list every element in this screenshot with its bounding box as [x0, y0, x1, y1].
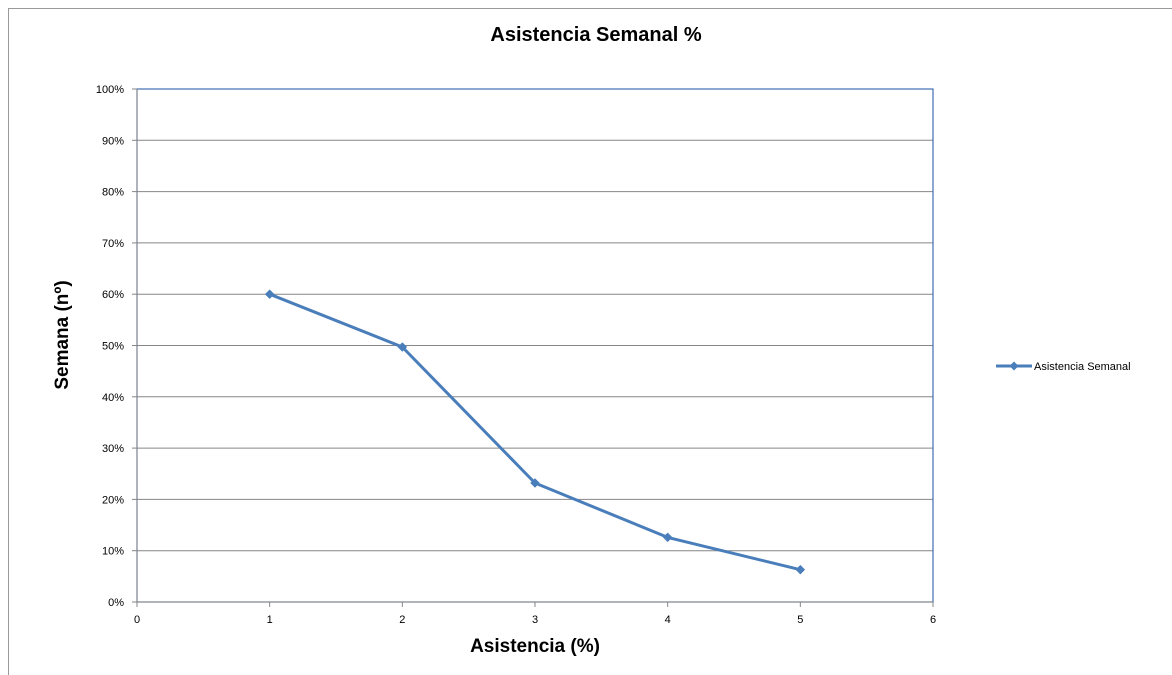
data-point [530, 478, 540, 488]
y-tick-label: 40% [102, 392, 124, 404]
data-point [662, 532, 673, 543]
y-tick-label: 30% [102, 443, 124, 455]
x-axis-label: Asistencia (%) [470, 636, 600, 657]
chart-frame [8, 8, 1172, 675]
data-point [264, 289, 275, 300]
y-tick-labels: 0% 10% 20% 30% 40% 50% 60% 70% 80% 90% 100% [96, 84, 124, 609]
y-tick-label: 20% [102, 494, 124, 506]
y-tick-label: 90% [102, 135, 124, 147]
series [264, 289, 806, 575]
data-point [795, 564, 806, 575]
chart-title: Asistencia Semanal % [490, 24, 701, 46]
x-tick-labels: 0 1 2 3 4 5 6 [134, 614, 936, 626]
legend-label: Asistencia Semanal [1034, 361, 1131, 373]
y-tick-label: 100% [96, 84, 124, 96]
x-tick-label: 6 [930, 614, 936, 626]
x-tick-label: 3 [532, 614, 538, 626]
y-tick-label: 10% [102, 546, 124, 558]
x-tick-label: 0 [134, 614, 140, 626]
x-tick-label: 1 [267, 614, 273, 626]
x-tick-label: 5 [797, 614, 803, 626]
axes [132, 88, 934, 607]
y-tick-label: 80% [102, 187, 124, 199]
series-line [269, 292, 801, 572]
y-tick-label: 50% [102, 341, 124, 353]
y-tick-label: 70% [102, 238, 124, 250]
legend: Asistencia Semanal [996, 361, 1131, 373]
y-tick-label: 60% [102, 289, 124, 301]
legend-marker [1009, 361, 1019, 371]
y-axis-label: Semana (nº) [52, 280, 73, 389]
x-tick-label: 4 [665, 614, 671, 626]
data-point [397, 342, 408, 352]
x-tick-label: 2 [399, 614, 405, 626]
y-tick-label: 0% [108, 597, 124, 609]
